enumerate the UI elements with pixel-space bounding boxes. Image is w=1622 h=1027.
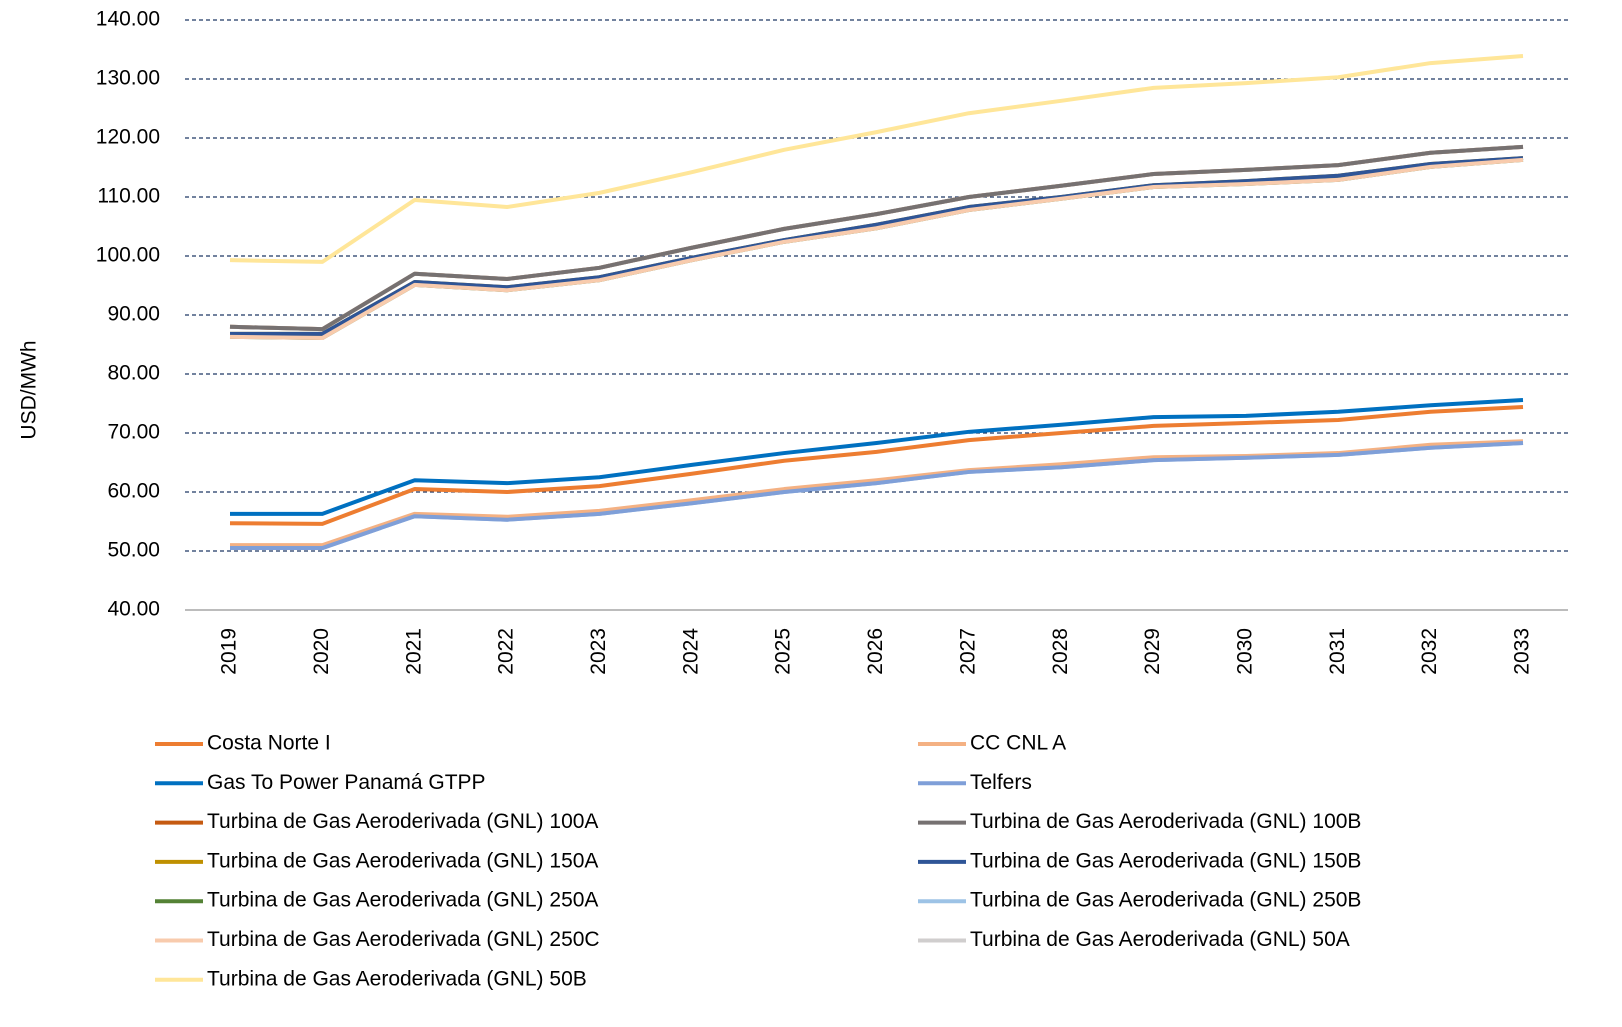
x-tick-label: 2021 bbox=[402, 628, 425, 675]
x-tick-label: 2026 bbox=[864, 628, 887, 675]
x-tick-label: 2023 bbox=[587, 628, 610, 675]
legend-label: Turbina de Gas Aeroderivada (GNL) 50B bbox=[207, 967, 587, 990]
legend-label: Gas To Power Panamá GTPP bbox=[207, 771, 486, 794]
x-tick-label: 2030 bbox=[1233, 628, 1256, 675]
legend-label: Telfers bbox=[970, 771, 1032, 794]
x-tick-label: 2024 bbox=[679, 628, 702, 675]
y-tick-label: 130.00 bbox=[96, 67, 160, 90]
y-tick-label: 100.00 bbox=[96, 244, 160, 267]
x-tick-label: 2029 bbox=[1141, 628, 1164, 675]
series-line bbox=[229, 405, 1524, 526]
legend-label: Turbina de Gas Aeroderivada (GNL) 150B bbox=[970, 849, 1361, 872]
legend-label: Turbina de Gas Aeroderivada (GNL) 50A bbox=[970, 928, 1350, 951]
y-axis-label: USD/MWh bbox=[18, 340, 41, 439]
legend-label: Turbina de Gas Aeroderivada (GNL) 100B bbox=[970, 810, 1361, 833]
legend-label: Turbina de Gas Aeroderivada (GNL) 250B bbox=[970, 889, 1361, 912]
y-tick-label: 110.00 bbox=[97, 185, 160, 208]
x-tick-label: 2027 bbox=[956, 628, 979, 675]
series-line bbox=[230, 156, 1524, 336]
series-line bbox=[230, 441, 1524, 551]
y-tick-label: 140.00 bbox=[96, 8, 160, 31]
x-tick-label: 2032 bbox=[1418, 628, 1441, 675]
legend-label: Costa Norte I bbox=[207, 732, 331, 755]
legend-label: Turbina de Gas Aeroderivada (GNL) 250A bbox=[207, 889, 598, 912]
y-tick-label: 70.00 bbox=[107, 421, 160, 444]
x-tick-label: 2020 bbox=[310, 628, 333, 675]
x-tick-label: 2022 bbox=[495, 628, 518, 675]
legend-label: Turbina de Gas Aeroderivada (GNL) 100A bbox=[207, 810, 598, 833]
series-line bbox=[229, 157, 1524, 341]
x-tick-label: 2033 bbox=[1511, 628, 1534, 675]
y-tick-label: 40.00 bbox=[107, 598, 160, 621]
series-line bbox=[230, 397, 1524, 516]
y-tick-label: 50.00 bbox=[107, 539, 160, 562]
legend-label: Turbina de Gas Aeroderivada (GNL) 250C bbox=[207, 928, 600, 951]
series-line bbox=[229, 157, 1524, 341]
x-tick-label: 2028 bbox=[1049, 628, 1072, 675]
x-tick-label: 2019 bbox=[218, 628, 241, 675]
y-tick-label: 90.00 bbox=[107, 303, 160, 326]
legend-label: Turbina de Gas Aeroderivada (GNL) 150A bbox=[207, 849, 598, 872]
y-tick-label: 120.00 bbox=[96, 126, 160, 149]
series-line bbox=[229, 144, 1524, 332]
series-line bbox=[230, 156, 1524, 336]
y-tick-label: 60.00 bbox=[107, 480, 160, 503]
y-tick-label: 80.00 bbox=[107, 362, 160, 385]
series-line bbox=[229, 144, 1524, 332]
series-line bbox=[229, 144, 1524, 332]
x-tick-label: 2031 bbox=[1326, 628, 1349, 675]
series-line bbox=[230, 441, 1524, 551]
series-line bbox=[229, 53, 1524, 264]
x-tick-label: 2025 bbox=[772, 628, 795, 675]
legend-label: CC CNL A bbox=[970, 732, 1066, 755]
